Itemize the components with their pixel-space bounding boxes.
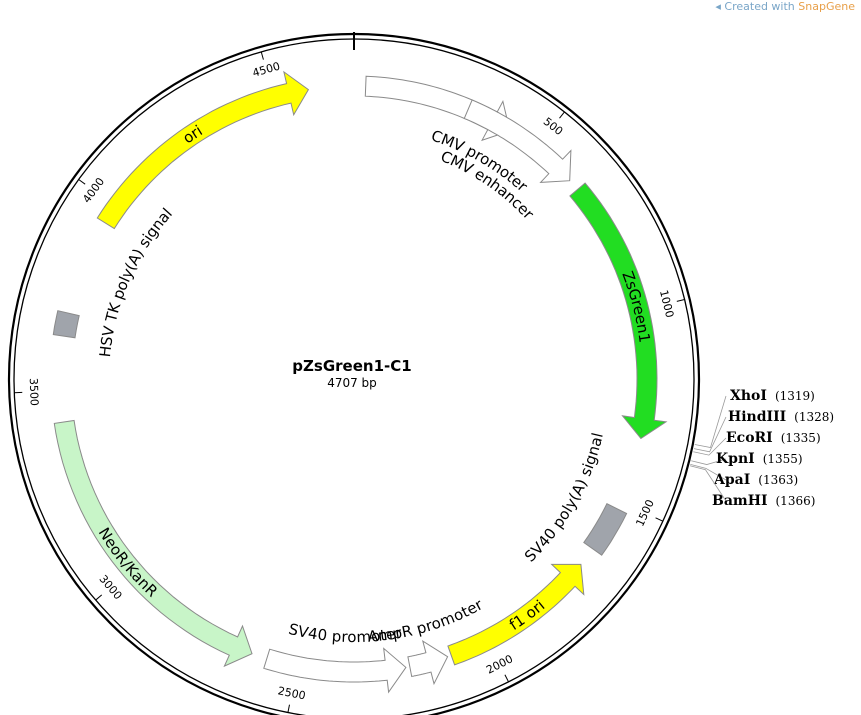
- feature-sv40-promoter: [263, 647, 407, 694]
- feature-sv40-polya: [583, 503, 628, 556]
- site-leader: [689, 465, 727, 502]
- tick-label: 500: [541, 115, 566, 138]
- site-leader: [694, 395, 727, 448]
- site-name-kpni: KpnI: [716, 451, 755, 467]
- feature-neor-kanr: [53, 419, 253, 668]
- plasmid-length: 4707 bp: [327, 376, 377, 390]
- feature-hsv-tk-polya: [52, 310, 80, 339]
- site-position: (1335): [781, 431, 821, 445]
- site-leader: [691, 458, 727, 465]
- tick-label: 2500: [277, 684, 307, 702]
- tick-mark: [260, 51, 264, 60]
- site-position: (1363): [758, 473, 798, 487]
- site-leader: [690, 463, 727, 481]
- tick-mark: [655, 517, 664, 522]
- site-position: (1366): [776, 494, 816, 508]
- feature-ampr-promoter: [407, 639, 449, 686]
- tick-mark: [559, 111, 565, 119]
- label-sv40-promoter: SV40 promoter: [287, 619, 404, 645]
- credit-brand: SnapGene: [798, 0, 855, 13]
- credit-prefix: Created with: [724, 0, 799, 13]
- snapgene-credit: ◂ Created with SnapGene: [715, 0, 855, 13]
- site-position: (1355): [763, 452, 803, 466]
- site-name-hindiii: HindIII: [728, 409, 786, 425]
- plasmid-name: pZsGreen1-C1: [292, 357, 411, 375]
- label-hsv-tk-polya: HSV TK poly(A) signal: [95, 204, 175, 358]
- site-name-bamhi: BamHI: [712, 493, 768, 509]
- site-position: (1328): [794, 410, 834, 424]
- credit-icon: ◂: [715, 0, 725, 13]
- site-name-apai: ApaI: [713, 472, 750, 488]
- tick-label: 4000: [80, 175, 107, 205]
- feature-ori: [96, 70, 310, 230]
- site-leader: [693, 416, 727, 453]
- tick-label: 3000: [96, 573, 124, 603]
- tick-mark: [287, 704, 290, 713]
- site-name-xhoi: XhoI: [730, 388, 767, 404]
- site-name-ecori: EcoRI: [726, 430, 773, 446]
- tick-label: 1500: [633, 498, 657, 529]
- tick-mark: [78, 179, 86, 185]
- tick-mark: [95, 594, 103, 601]
- tick-label: 1000: [657, 289, 676, 319]
- tick-mark: [676, 299, 685, 302]
- tick-label: 4500: [251, 60, 281, 80]
- feature-f1-ori: [447, 563, 585, 666]
- tick-mark: [504, 674, 509, 683]
- site-leader: [693, 437, 727, 456]
- site-position: (1319): [775, 389, 815, 403]
- label-zsgreen1: ZsGreen1: [619, 269, 654, 344]
- plasmid-backbone: [8, 32, 700, 715]
- feature-zsgreen1: [569, 182, 668, 440]
- tick-label: 2000: [484, 652, 515, 676]
- feature-cmv-promoter: [463, 99, 572, 183]
- feature-layer: [52, 70, 668, 694]
- tick-label: 3500: [27, 378, 41, 407]
- feature-cmv-enhancer: [364, 75, 511, 142]
- restriction-sites: XhoI (1319)HindIII (1328)EcoRI (1335)KpnI (1…: [689, 388, 834, 509]
